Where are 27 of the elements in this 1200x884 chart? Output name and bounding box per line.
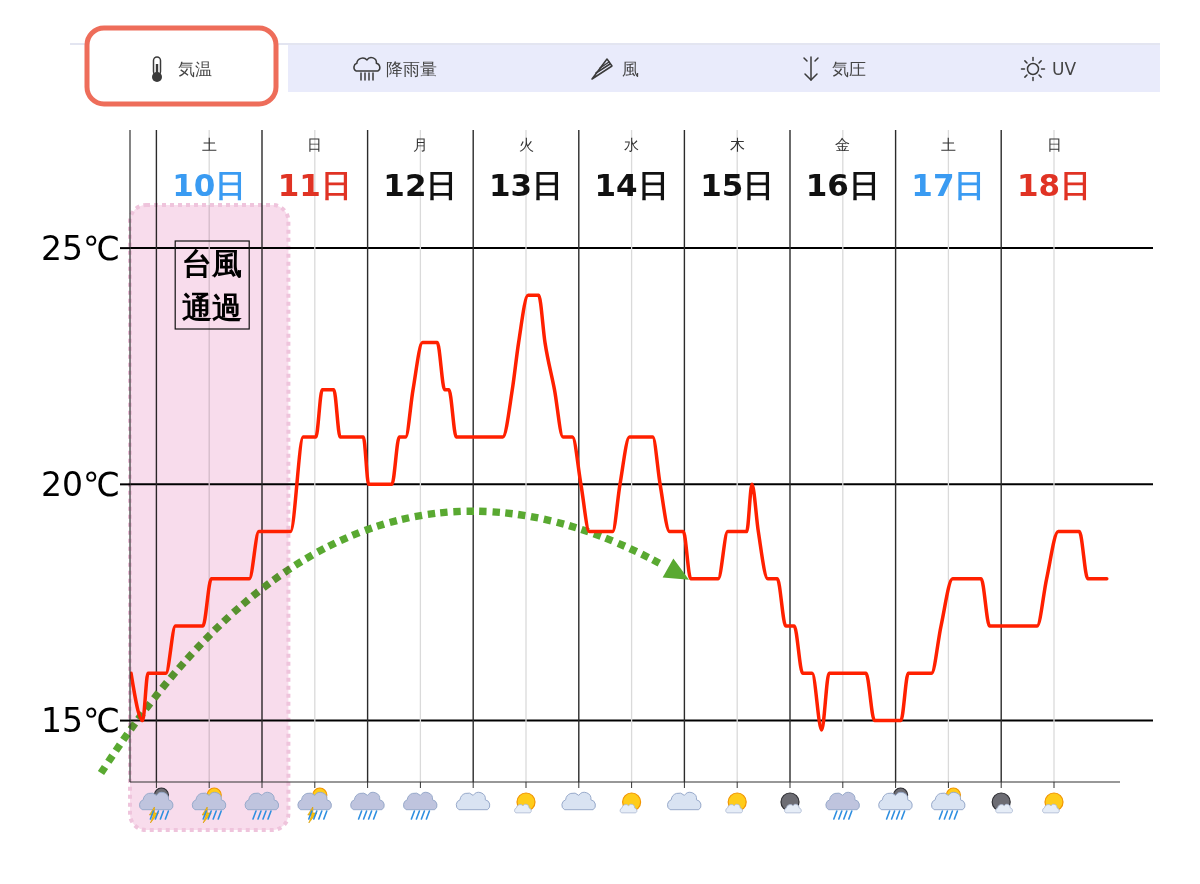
x-tick-label: 15日 — [700, 167, 775, 203]
annotation: 金 — [835, 136, 851, 154]
text: 気圧 — [832, 59, 866, 79]
annotation: 日 — [1046, 136, 1062, 154]
y-tick-label: 15℃ — [40, 701, 120, 741]
x-tick-label: 16日 — [805, 167, 880, 203]
y-tick-label: 25℃ — [40, 228, 120, 268]
annotation: 月 — [412, 136, 428, 154]
band-label: 台風通過 — [182, 246, 243, 325]
x-tick-label: 12日 — [383, 167, 458, 203]
x-tick-label: 10日 — [172, 167, 247, 203]
annotation: 火 — [518, 136, 534, 154]
annotation: 土 — [940, 136, 956, 154]
text: 風 — [622, 59, 639, 79]
y-tick-label: 20℃ — [40, 464, 120, 504]
chart-title: 気温 — [178, 59, 212, 79]
annotation: 日 — [307, 136, 323, 154]
annotation: 土 — [201, 136, 217, 154]
text: UV — [1052, 59, 1077, 79]
text: 降雨量 — [386, 59, 437, 79]
x-tick-label: 14日 — [594, 167, 669, 203]
x-tick-label: 13日 — [488, 167, 564, 203]
x-tick-label: 18日 — [1016, 167, 1092, 203]
annotation: 水 — [624, 136, 640, 154]
x-tick-label: 11日 — [277, 167, 352, 203]
x-tick-label: 17日 — [911, 167, 986, 203]
annotation: 木 — [729, 136, 745, 154]
